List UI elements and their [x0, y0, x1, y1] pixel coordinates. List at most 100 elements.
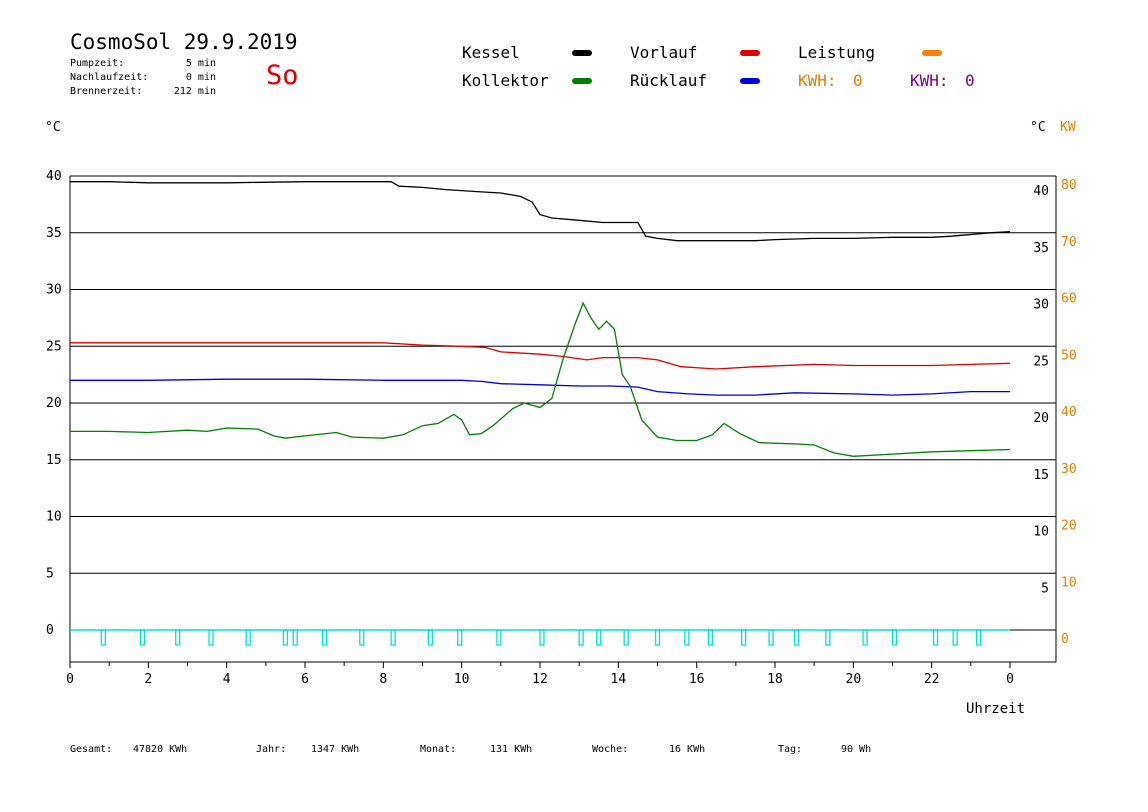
- pump-markers: [100, 629, 982, 646]
- y-tick-label-left: 10: [46, 510, 62, 525]
- right-axis-unit: °C: [1030, 120, 1046, 135]
- pump-marker: [539, 629, 545, 646]
- x-tick-label: 4: [223, 672, 231, 687]
- y-tick-label-right: 25: [1033, 354, 1049, 369]
- x-axis-label: Uhrzeit: [966, 701, 1026, 717]
- data-series: [70, 181, 1011, 457]
- x-tick-label: 6: [301, 672, 309, 687]
- grid-lines: [70, 175, 1056, 574]
- pump-marker: [793, 629, 800, 646]
- x-tick-label: 8: [379, 672, 387, 687]
- y-tick-label-left: 0: [46, 623, 54, 638]
- legend-kollektor-swatch: [572, 78, 592, 84]
- kwh-label-orange: KWH:: [798, 71, 837, 90]
- y-tick-label-left: 15: [46, 453, 62, 468]
- legend-ruecklauf-swatch: [740, 78, 760, 84]
- footer-monat-value: 131 KWh: [490, 744, 533, 755]
- left-axis-unit: °C: [45, 120, 61, 135]
- footer-gesamt-label: Gesamt:: [70, 744, 113, 755]
- footer-jahr-label: Jahr:: [256, 744, 287, 755]
- series-line-vorlauf: [70, 342, 1011, 370]
- y-tick-label-left: 25: [46, 339, 62, 354]
- footer-woche-label: Woche:: [592, 744, 629, 755]
- nachlauf-value: 0 min: [185, 72, 216, 83]
- y-tick-label-left: 5: [46, 566, 54, 581]
- pump-marker: [457, 629, 463, 646]
- y-tick-label-left: 35: [46, 226, 62, 241]
- y-tick-label-right: 40: [1033, 184, 1049, 199]
- footer-tag-label: Tag:: [778, 744, 803, 755]
- footer-tag-value: 90 Wh: [841, 744, 872, 755]
- y-tick-label-right: 30: [1033, 298, 1049, 313]
- pump-marker: [825, 629, 831, 646]
- x-tick-label: 12: [532, 672, 548, 687]
- legend-vorlauf-label: Vorlauf: [630, 43, 698, 62]
- pump-marker: [741, 629, 747, 646]
- y-tick-label-right: 35: [1033, 241, 1049, 256]
- kw-tick-label: 20: [1061, 519, 1077, 534]
- pump-marker: [321, 629, 328, 646]
- brenner-value: 212 min: [173, 86, 216, 97]
- legend-kessel-swatch: [572, 50, 592, 56]
- pump-marker: [932, 629, 939, 646]
- footer-woche-value: 16 KWh: [669, 744, 706, 755]
- weekday-label: So: [266, 60, 299, 91]
- kw-tick-label: 60: [1061, 292, 1077, 307]
- axis-lines: [69, 176, 1057, 668]
- pump-marker: [578, 629, 584, 646]
- pump-marker: [245, 629, 251, 646]
- legend-leistung-swatch: [922, 50, 942, 56]
- footer-jahr-value: 1347 KWh: [311, 744, 360, 755]
- series-line-kessel: [70, 181, 1011, 242]
- kw-tick-label: 80: [1061, 178, 1077, 193]
- pump-marker: [707, 629, 714, 646]
- pump-marker: [952, 629, 958, 646]
- pump-marker: [862, 629, 868, 646]
- x-tick-label: 22: [924, 672, 940, 687]
- series-line-rcklauf: [70, 378, 1010, 396]
- pump-marker: [623, 629, 629, 646]
- legend-leistung-label: Leistung: [798, 43, 876, 62]
- y-tick-label-right: 5: [1041, 581, 1049, 596]
- pump-value: 5 min: [185, 58, 216, 69]
- pump-marker: [208, 629, 214, 646]
- kw-axis-unit: KW: [1060, 120, 1076, 135]
- pump-marker: [390, 629, 396, 646]
- y-tick-label-right: 15: [1033, 468, 1049, 483]
- x-tick-label: 16: [689, 672, 705, 687]
- footer-monat-label: Monat:: [420, 744, 457, 755]
- legend-kollektor-label: Kollektor: [462, 71, 549, 90]
- pump-marker: [496, 629, 502, 646]
- series-line-kollektor: [70, 301, 1011, 457]
- x-tick-label: 20: [846, 672, 862, 687]
- legend-ruecklauf-label: Rücklauf: [630, 71, 708, 90]
- pump-marker: [976, 629, 982, 646]
- x-tick-label: 14: [611, 672, 627, 687]
- kwh-label-purple: KWH:: [910, 71, 949, 90]
- y-tick-label-right: 20: [1033, 411, 1049, 426]
- x-tick-label: 10: [454, 672, 470, 687]
- legend-vorlauf-swatch: [740, 50, 760, 56]
- x-tick-label: 18: [767, 672, 783, 687]
- kwh-value-orange: 0: [853, 71, 863, 90]
- pump-marker: [596, 629, 602, 646]
- pump-marker: [891, 629, 898, 646]
- kw-tick-label: 50: [1061, 348, 1077, 363]
- x-tick-label: 0: [1006, 672, 1014, 687]
- pump-marker: [175, 629, 181, 646]
- kw-tick-label: 0: [1061, 632, 1069, 647]
- pump-marker: [768, 629, 774, 646]
- y-tick-label-right: 10: [1033, 525, 1049, 540]
- nachlauf-label: Nachlaufzeit:: [70, 72, 149, 83]
- tick-labels: 0 2 4 6 8 10 12 14 16 18 20 22 040353025201510504035…: [46, 169, 1077, 687]
- pump-marker: [139, 629, 146, 646]
- kw-tick-label: 10: [1061, 575, 1077, 590]
- y-tick-label-left: 30: [46, 283, 62, 298]
- x-tick-label: 2: [144, 672, 152, 687]
- pump-marker: [282, 629, 289, 646]
- kw-tick-label: 30: [1061, 462, 1077, 477]
- legend-kessel-label: Kessel: [462, 43, 520, 62]
- pump-marker: [654, 629, 661, 646]
- y-tick-label-left: 20: [46, 396, 62, 411]
